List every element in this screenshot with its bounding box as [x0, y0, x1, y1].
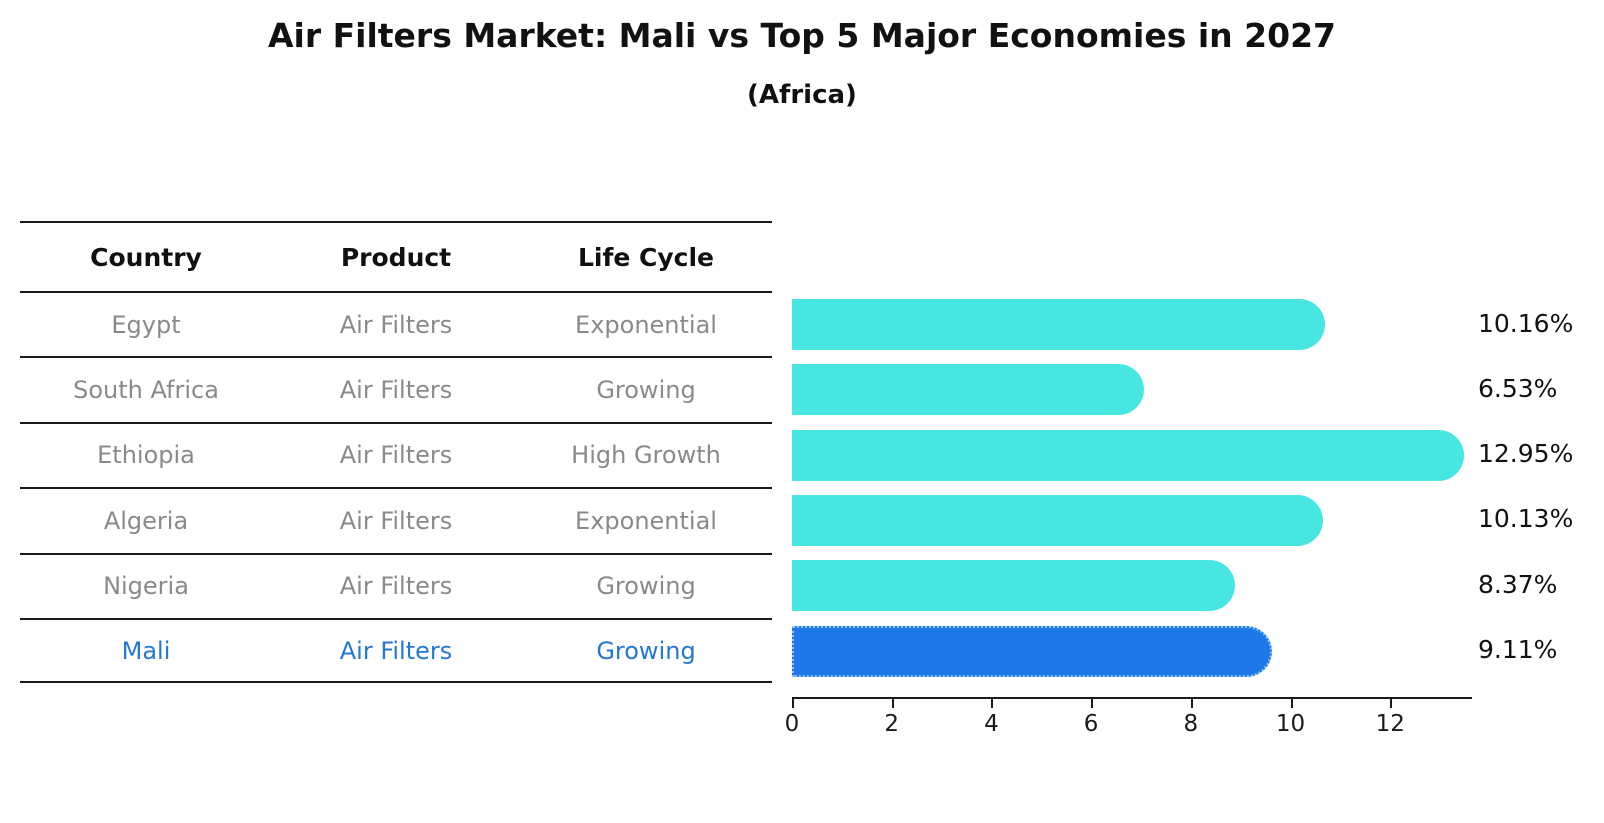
x-axis-tick-label: 10: [1275, 711, 1306, 737]
value-label-south-africa: 6.53%: [1478, 373, 1558, 403]
x-axis-tick-label: 12: [1375, 711, 1405, 737]
value-label-mali: 9.11%: [1478, 635, 1558, 664]
value-label-egypt: 10.16%: [1478, 308, 1574, 338]
table-cell-life-cycle: Exponential: [575, 506, 717, 535]
bar-plot-area: 0 2 4 6 8 10 12: [785, 290, 1482, 750]
x-axis-line: [792, 697, 1472, 699]
x-axis-tick: [1390, 699, 1393, 708]
table-row-ethiopia: Ethiopia Air Filters High Growth: [20, 421, 772, 487]
table-cell-life-cycle: Growing: [596, 636, 696, 665]
bar-mali: [792, 625, 1273, 677]
x-axis-tick-label: 6: [1083, 711, 1099, 737]
table-cell-country: Egypt: [111, 310, 181, 339]
table-row-algeria: Algeria Air Filters Exponential: [20, 487, 772, 552]
bar-algeria: [792, 494, 1323, 546]
table-cell-life-cycle: Exponential: [575, 310, 717, 339]
table-cell-product: Air Filters: [339, 376, 453, 405]
bar-south-africa: [792, 364, 1144, 416]
table-cell-life-cycle: Growing: [596, 572, 696, 601]
value-label-ethiopia: 12.95%: [1478, 439, 1574, 469]
table-row-egypt: Egypt Air Filters Exponential: [20, 291, 772, 356]
x-axis-tick: [1091, 699, 1094, 708]
table-cell-product: Air Filters: [339, 441, 453, 470]
table-cell-country: Ethiopia: [97, 441, 195, 470]
table-row-south-africa: South Africa Air Filters Growing: [20, 356, 772, 421]
table-cell-product: Air Filters: [339, 636, 453, 665]
x-axis-tick: [991, 699, 994, 708]
table-header-country: Country: [90, 242, 202, 272]
chart-subtitle: (Africa): [747, 80, 857, 110]
table-header-life-cycle: Life Cycle: [577, 242, 715, 272]
bar-egypt: [792, 299, 1325, 350]
x-axis-tick-label: 4: [984, 711, 999, 737]
table-row-mali: Mali Air Filters Growing: [20, 617, 772, 684]
x-axis-tick: [1290, 699, 1293, 708]
table-cell-country: Mali: [121, 636, 171, 665]
table-cell-life-cycle: Growing: [596, 376, 696, 405]
x-axis-tick-label: 0: [784, 711, 800, 737]
table-cell-country: Algeria: [103, 506, 189, 535]
bar-nigeria: [792, 560, 1236, 612]
x-axis-tick: [1190, 699, 1193, 708]
table-cell-product: Air Filters: [339, 572, 453, 601]
x-axis-tick: [792, 699, 794, 708]
bar-ethiopia: [792, 429, 1464, 481]
table-cell-product: Air Filters: [339, 310, 453, 339]
value-label-algeria: 10.13%: [1478, 504, 1574, 534]
table-header-row: Country Product Life Cycle: [20, 221, 772, 291]
country-table: Country Product Life Cycle Egypt Air Filters…: [20, 221, 772, 684]
chart-title: Air Filters Market: Mali vs Top 5 Major …: [268, 16, 1336, 55]
x-axis-tick: [891, 699, 894, 708]
table-header-product: Product: [340, 242, 452, 272]
table-cell-life-cycle: High Growth: [571, 441, 721, 470]
table-cell-country: South Africa: [73, 376, 219, 405]
value-label-nigeria: 8.37%: [1478, 569, 1558, 599]
x-axis-tick-label: 8: [1183, 711, 1199, 737]
x-axis-tick-label: 2: [884, 711, 900, 737]
table-cell-country: Nigeria: [103, 572, 189, 601]
table-cell-product: Air Filters: [339, 506, 453, 535]
table-row-nigeria: Nigeria Air Filters Growing: [20, 552, 772, 618]
